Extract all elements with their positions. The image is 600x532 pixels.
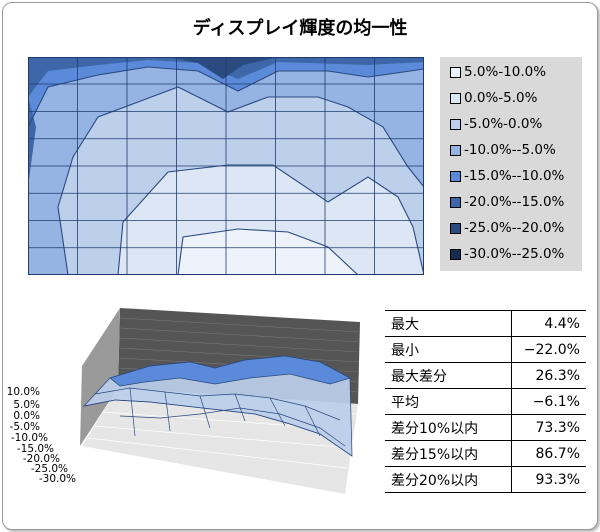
legend-swatch bbox=[450, 248, 461, 260]
contour-grid bbox=[28, 57, 424, 275]
stats-label: 平均 bbox=[385, 388, 512, 415]
stats-row: 差分15%以内 86.7% bbox=[385, 440, 586, 467]
stats-label: 差分15%以内 bbox=[385, 440, 512, 467]
legend-label: -30.0%--25.0% bbox=[464, 246, 565, 262]
chart-title: ディスプレイ輝度の均一性 bbox=[192, 18, 408, 39]
contour-line-1 bbox=[28, 66, 424, 128]
stats-row: 最大差分 26.3% bbox=[385, 362, 586, 389]
legend-item: -10.0%--5.0% bbox=[450, 140, 556, 160]
surface-plot: 10.0% 5.0% 0.0% -5.0% -10.0% -15.0% -20.… bbox=[7, 308, 361, 494]
z-tick: -25.0% bbox=[31, 463, 68, 475]
legend-label: -5.0%-0.0% bbox=[464, 116, 543, 132]
z-tick: -20.0% bbox=[23, 453, 60, 465]
stats-label: 最大差分 bbox=[385, 362, 512, 389]
band-minus25-minus20 bbox=[28, 57, 278, 79]
surface-mesh-lines bbox=[83, 387, 353, 457]
contour-line-4 bbox=[177, 228, 359, 275]
legend-label: -20.0%--15.0% bbox=[464, 194, 565, 210]
legend: 5.0%-10.0% 0.0%-5.0% -5.0%-0.0% -10.0%--… bbox=[440, 57, 582, 271]
stats-value: −22.0% bbox=[511, 336, 586, 363]
contour-border bbox=[28, 57, 424, 275]
contour-line-2 bbox=[57, 86, 424, 275]
z-tick: -10.0% bbox=[11, 432, 48, 444]
legend-swatch bbox=[450, 170, 461, 182]
legend-swatch bbox=[450, 196, 461, 208]
contour-line-3 bbox=[117, 164, 424, 275]
legend-swatch bbox=[450, 92, 461, 104]
stats-label: 差分20%以内 bbox=[385, 466, 512, 493]
stats-label: 差分10%以内 bbox=[385, 414, 512, 441]
stats-row: 最大 4.4% bbox=[385, 310, 586, 337]
stats-row: 差分20%以内 93.3% bbox=[385, 466, 586, 493]
contour-plot bbox=[28, 57, 424, 275]
stats-row: 最小 −22.0% bbox=[385, 336, 586, 363]
band-5-10 bbox=[178, 229, 358, 275]
stats-row: 平均 −6.1% bbox=[385, 388, 586, 415]
z-tick: -15.0% bbox=[17, 443, 54, 455]
z-tick: -30.0% bbox=[39, 473, 76, 485]
legend-item: -20.0%--15.0% bbox=[450, 192, 564, 212]
legend-swatch bbox=[450, 66, 461, 78]
legend-swatch bbox=[450, 144, 461, 156]
z-tick: 10.0% bbox=[7, 386, 40, 398]
stats-value: −6.1% bbox=[511, 388, 586, 415]
legend-item: -15.0%--10.0% bbox=[450, 166, 564, 186]
stats-label: 最小 bbox=[385, 336, 512, 363]
legend-label: -25.0%--20.0% bbox=[464, 220, 565, 236]
z-tick: 5.0% bbox=[13, 399, 40, 411]
surface-mesh-top bbox=[109, 355, 352, 387]
legend-item: -5.0%-0.0% bbox=[450, 114, 542, 134]
stats-value: 26.3% bbox=[511, 362, 586, 389]
stats-label: 最大 bbox=[385, 310, 512, 337]
stats-value: 93.3% bbox=[511, 466, 586, 493]
legend-item: -30.0%--25.0% bbox=[450, 244, 564, 264]
legend-swatch bbox=[450, 118, 461, 130]
legend-label: -15.0%--10.0% bbox=[464, 168, 565, 184]
band-left-dark bbox=[28, 97, 36, 187]
stats-row: 差分10%以内 73.3% bbox=[385, 414, 586, 441]
z-tick: 0.0% bbox=[13, 410, 40, 422]
legend-label: 5.0%-10.0% bbox=[464, 64, 547, 80]
stats-value: 73.3% bbox=[511, 414, 586, 441]
stats-value: 4.4% bbox=[511, 310, 586, 337]
stats-table: 最大 4.4% 最小 −22.0% 最大差分 26.3% 平均 −6.1% 差分10%以… bbox=[385, 310, 586, 493]
legend-swatch bbox=[450, 222, 461, 234]
legend-item: 5.0%-10.0% bbox=[450, 62, 546, 82]
surface-z-ticks: 10.0% 5.0% 0.0% -5.0% -10.0% -15.0% -20.… bbox=[7, 386, 76, 485]
surface-left-wall bbox=[80, 308, 120, 446]
legend-label: -10.0%--5.0% bbox=[464, 142, 556, 158]
legend-item: -25.0%--20.0% bbox=[450, 218, 564, 238]
legend-label: 0.0%-5.0% bbox=[464, 90, 538, 106]
z-tick: -5.0% bbox=[10, 421, 40, 433]
stats-value: 86.7% bbox=[511, 440, 586, 467]
legend-item: 0.0%-5.0% bbox=[450, 88, 537, 108]
